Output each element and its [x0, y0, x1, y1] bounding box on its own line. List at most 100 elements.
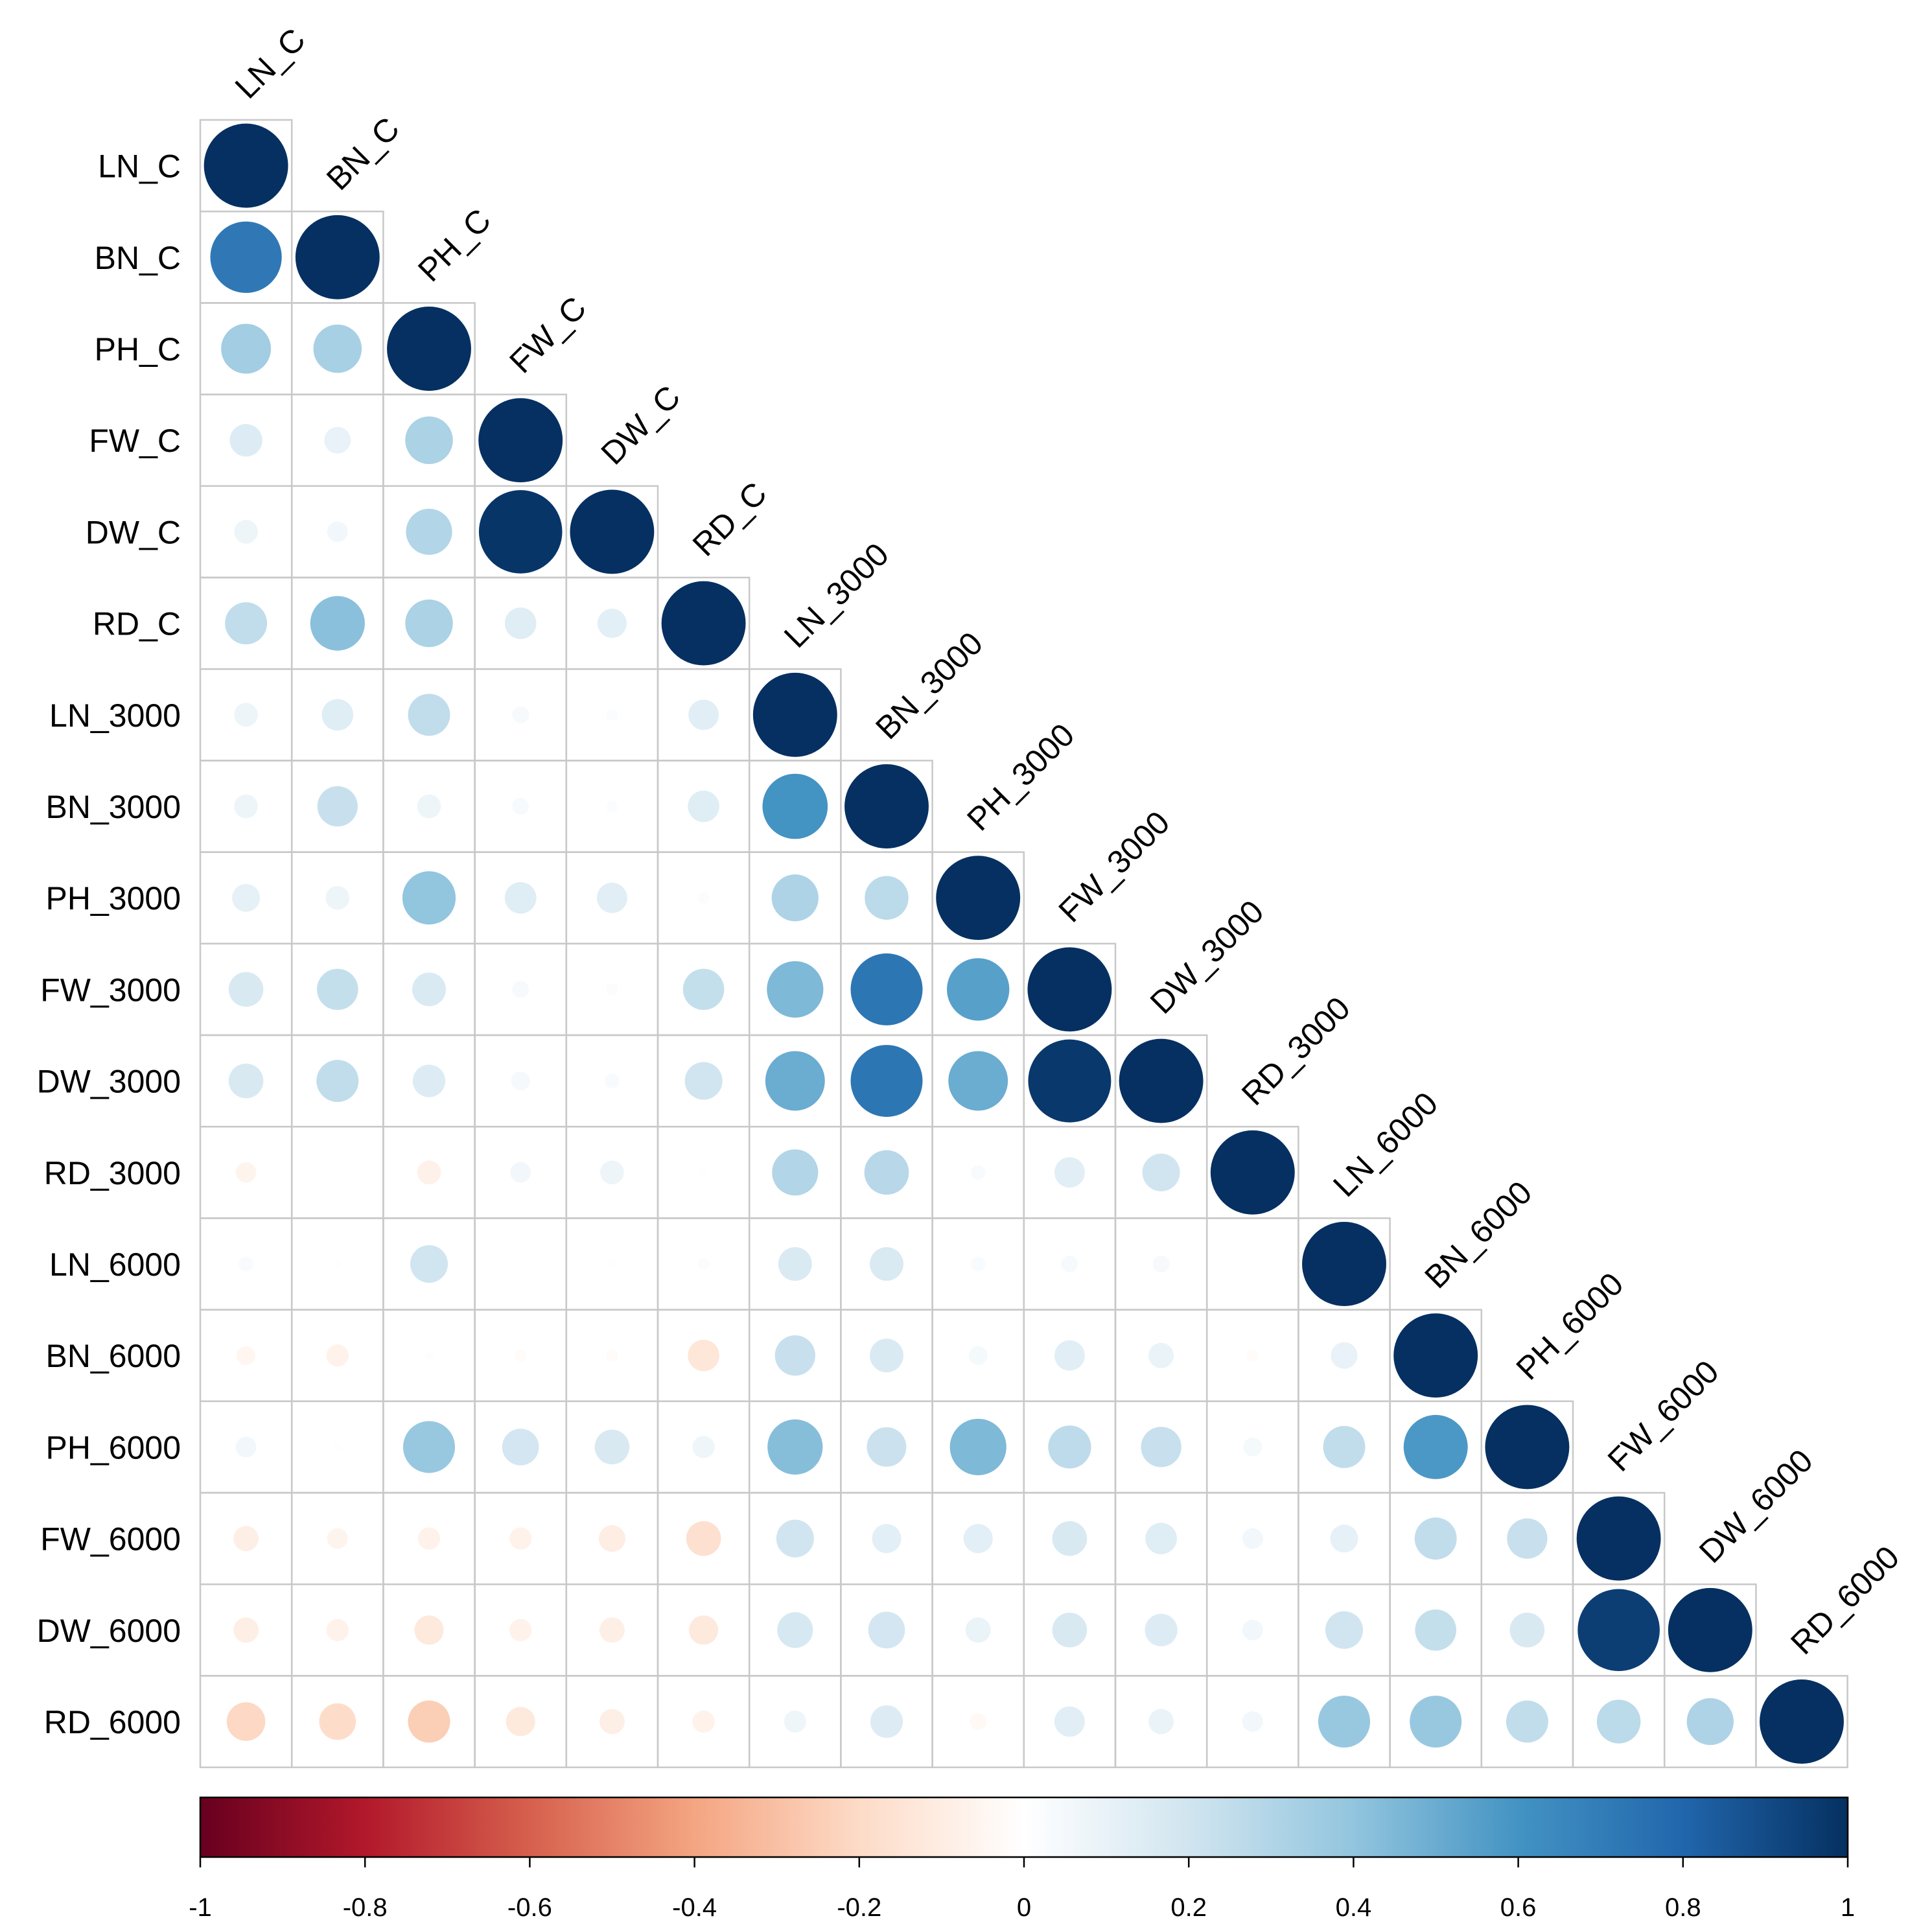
corr-circle-LN_6000-LN_6000: [1302, 1222, 1386, 1306]
col-label-PH_C: PH_C: [411, 202, 498, 288]
corr-circle-RD_3000-PH_3000: [970, 1165, 986, 1180]
corr-circle-FW_C-PH_C: [405, 416, 453, 464]
corr-circle-DW_3000-FW_3000: [1028, 1039, 1111, 1123]
corr-circle-DW_6000-DW_C: [599, 1617, 625, 1643]
corr-circle-BN_3000-FW_C: [512, 798, 530, 815]
corr-circle-RD_3000-DW_C: [600, 1160, 624, 1185]
corr-circle-RD_3000-LN_C: [235, 1162, 257, 1183]
corr-circle-DW_3000-DW_C: [605, 1073, 620, 1088]
corr-circle-PH_C-PH_C: [387, 307, 471, 391]
grid-cell: [290, 1125, 384, 1219]
col-label-PH_3000: PH_3000: [960, 716, 1081, 837]
corr-circle-FW_3000-PH_3000: [947, 958, 1010, 1021]
corr-circle-PH_6000-BN_C: [333, 1442, 342, 1451]
corr-circle-RD_3000-RD_C: [699, 1168, 708, 1177]
corr-circle-BN_6000-BN_6000: [1393, 1313, 1478, 1398]
corr-circle-LN_6000-PH_C: [410, 1245, 448, 1283]
colorbar-tick-label: -0.2: [837, 1893, 881, 1922]
corr-circle-LN_3000-BN_C: [321, 699, 354, 731]
corr-circle-BN_6000-LN_6000: [1331, 1342, 1358, 1369]
corr-circle-DW_6000-FW_3000: [1052, 1613, 1088, 1648]
corr-circle-PH_6000-BN_3000: [867, 1427, 907, 1467]
row-label-FW_C: FW_C: [89, 423, 181, 459]
corr-circle-PH_3000-DW_C: [596, 882, 627, 913]
colorbar-tick-label: 1: [1841, 1893, 1855, 1922]
corr-circle-PH_6000-FW_3000: [1048, 1425, 1091, 1469]
corr-circle-FW_C-FW_C: [478, 398, 563, 483]
corr-circle-RD_C-PH_C: [405, 599, 453, 648]
corr-circle-LN_6000-DW_C: [607, 1259, 616, 1268]
corr-circle-RD_6000-FW_C: [506, 1707, 535, 1736]
corr-circle-DW_3000-RD_C: [684, 1062, 723, 1100]
corr-circle-FW_3000-BN_3000: [850, 953, 923, 1025]
row-label-BN_6000: BN_6000: [46, 1338, 181, 1374]
corr-circle-FW_3000-LN_3000: [767, 961, 824, 1018]
corr-circle-PH_3000-RD_C: [697, 892, 710, 904]
corr-circle-DW_6000-DW_6000: [1668, 1587, 1752, 1672]
corr-circle-BN_6000-BN_C: [326, 1344, 349, 1367]
corr-circle-FW_6000-DW_3000: [1145, 1523, 1177, 1554]
corr-circle-PH_6000-DW_3000: [1141, 1427, 1181, 1467]
corr-circle-DW_6000-LN_6000: [1325, 1611, 1364, 1649]
corr-circle-RD_3000-BN_3000: [864, 1150, 909, 1195]
corr-circle-BN_6000-PH_3000: [968, 1346, 988, 1365]
corr-circle-DW_C-DW_C: [570, 489, 655, 574]
corr-circle-RD_6000-PH_C: [408, 1700, 450, 1743]
corr-circle-LN_3000-FW_C: [512, 706, 530, 723]
col-label-DW_3000: DW_3000: [1143, 893, 1271, 1021]
corr-circle-RD_6000-BN_3000: [870, 1705, 903, 1738]
row-label-DW_C: DW_C: [86, 514, 181, 550]
corr-circle-RD_6000-RD_6000: [1760, 1679, 1844, 1764]
corr-circle-FW_3000-BN_C: [316, 968, 358, 1011]
corr-circle-PH_6000-PH_3000: [949, 1418, 1007, 1475]
corr-circle-PH_C-BN_C: [313, 324, 362, 373]
corr-circle-PH_3000-BN_3000: [865, 876, 909, 920]
corr-circle-DW_6000-PH_3000: [965, 1617, 991, 1643]
corr-circle-BN_6000-LN_C: [237, 1346, 256, 1365]
row-label-BN_C: BN_C: [95, 240, 181, 276]
corr-circle-FW_3000-RD_C: [682, 968, 725, 1011]
corr-circle-FW_6000-BN_3000: [872, 1524, 902, 1554]
col-label-FW_3000: FW_3000: [1052, 804, 1177, 929]
corr-circle-DW_3000-BN_3000: [850, 1045, 923, 1117]
grid-cell: [1205, 1217, 1299, 1311]
corr-circle-FW_3000-FW_3000: [1027, 947, 1112, 1032]
row-label-RD_3000: RD_3000: [44, 1155, 181, 1191]
corr-circle-RD_6000-PH_6000: [1506, 1700, 1548, 1743]
corr-circle-FW_6000-PH_C: [417, 1527, 441, 1550]
corr-circle-RD_3000-FW_C: [510, 1162, 531, 1183]
row-label-RD_6000: RD_6000: [44, 1704, 181, 1740]
corr-circle-BN_6000-DW_C: [606, 1350, 618, 1362]
corr-circle-FW_6000-FW_6000: [1576, 1496, 1661, 1581]
corr-circle-BN_6000-RD_C: [688, 1339, 719, 1372]
corr-circle-DW_3000-LN_3000: [765, 1051, 825, 1111]
corr-circle-FW_3000-FW_C: [512, 981, 530, 998]
corr-circle-DW_C-BN_C: [327, 521, 348, 543]
corr-circle-BN_3000-BN_3000: [844, 764, 929, 848]
corr-circle-RD_C-LN_C: [225, 602, 268, 645]
corr-circle-RD_6000-DW_6000: [1686, 1698, 1734, 1746]
corr-circle-PH_C-LN_C: [221, 323, 272, 374]
corr-circle-PH_6000-PH_6000: [1485, 1405, 1570, 1490]
corr-circle-FW_6000-BN_6000: [1414, 1517, 1457, 1560]
corr-circle-RD_3000-DW_3000: [1142, 1153, 1180, 1191]
colorbar-tick-label: -1: [189, 1893, 212, 1922]
col-label-BN_6000: BN_6000: [1417, 1174, 1539, 1295]
corr-circle-PH_6000-DW_C: [594, 1429, 630, 1465]
corr-circle-PH_6000-PH_C: [402, 1421, 456, 1473]
corr-circle-FW_6000-PH_3000: [963, 1524, 993, 1554]
corr-circle-RD_6000-DW_C: [599, 1709, 625, 1735]
col-label-RD_C: RD_C: [686, 475, 774, 563]
corr-circle-LN_6000-BN_3000: [870, 1247, 903, 1281]
corr-circle-PH_6000-FW_C: [502, 1429, 539, 1466]
corr-circle-FW_3000-PH_C: [412, 972, 446, 1007]
corr-circle-BN_6000-RD_3000: [1246, 1350, 1259, 1362]
colorbar-tick-label: 0.2: [1170, 1893, 1207, 1922]
corr-circle-RD_6000-DW_3000: [1148, 1709, 1174, 1735]
row-label-BN_3000: BN_3000: [46, 789, 181, 825]
corr-circle-RD_3000-FW_3000: [1054, 1157, 1085, 1188]
colorbar-gradient: [199, 1796, 1849, 1858]
corr-circle-DW_6000-LN_C: [233, 1617, 259, 1643]
corr-circle-LN_6000-BN_C: [333, 1259, 342, 1268]
corr-circle-DW_3000-DW_3000: [1119, 1038, 1204, 1123]
